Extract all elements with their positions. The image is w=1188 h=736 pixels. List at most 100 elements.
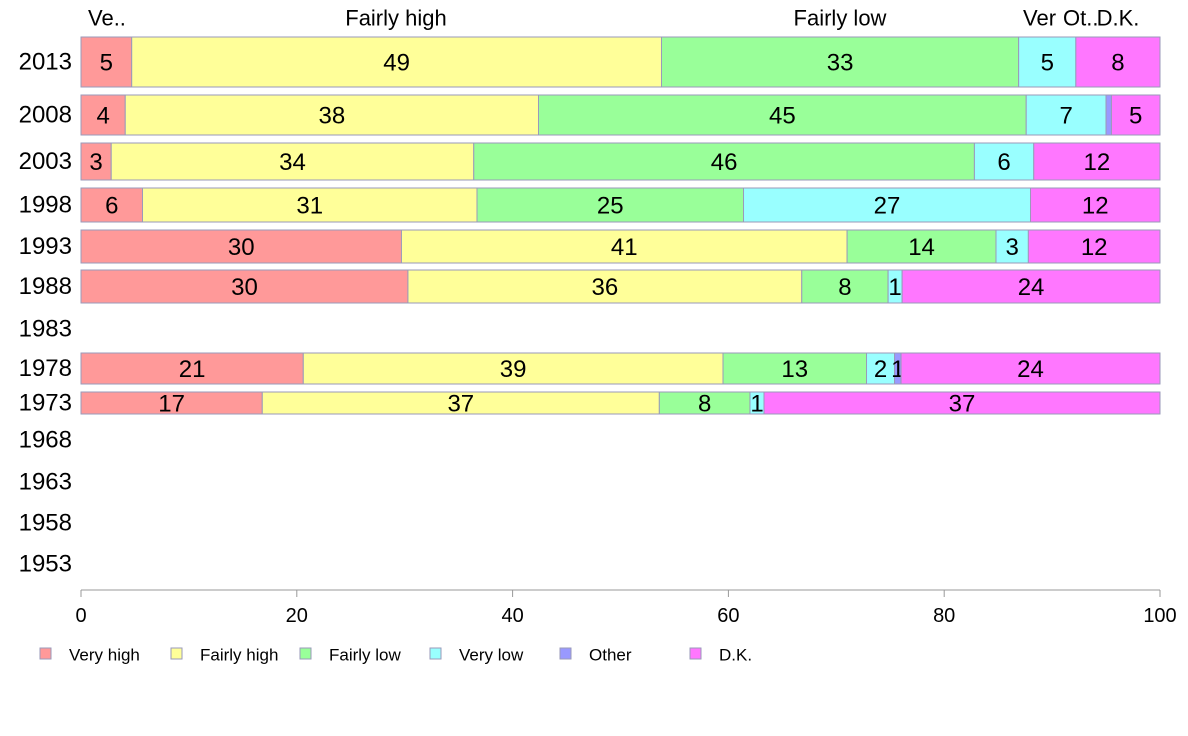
legend-label-other: Other	[589, 646, 632, 665]
data-label-2003-fairly-low: 46	[711, 149, 738, 176]
bar-2003-d-k-	[1033, 142, 1161, 181]
data-label-1988-very-high: 30	[231, 274, 258, 301]
bar-1993-fairly-low	[846, 229, 997, 264]
bar-2003-fairly-high	[110, 142, 475, 181]
bar-2008-very-high	[80, 94, 126, 136]
category-label-1983: 1983	[19, 316, 72, 343]
bar-1988-fairly-high	[407, 269, 803, 304]
header-label-2: Fairly low	[794, 6, 887, 31]
x-tick-label-80: 80	[933, 605, 955, 627]
header-label-5: D.K.	[1097, 6, 1140, 31]
data-label-1998-d-k-: 12	[1082, 193, 1109, 220]
legend-label-very-high: Very high	[69, 646, 140, 665]
data-label-2013-d-k-: 8	[1111, 50, 1124, 77]
bar-2008-fairly-high	[124, 94, 539, 136]
bar-1988-fairly-low	[801, 269, 889, 304]
bar-1993-fairly-high	[400, 229, 848, 264]
category-label-1988: 1988	[19, 273, 72, 300]
legend-label-fairly-high: Fairly high	[200, 646, 278, 665]
data-label-2003-very-low: 6	[997, 149, 1010, 176]
data-label-1998-very-low: 27	[874, 193, 901, 220]
data-label-1993-fairly-high: 41	[611, 234, 638, 261]
category-label-1953: 1953	[19, 551, 72, 578]
bar-1998-d-k-	[1030, 187, 1161, 223]
legend-label-very-low: Very low	[459, 646, 524, 665]
bar-1973-d-k-	[763, 391, 1161, 415]
bar-1978-fairly-high	[302, 352, 724, 385]
data-label-1978-very-high: 21	[179, 356, 206, 383]
category-label-1973: 1973	[19, 390, 72, 417]
bar-1998-fairly-high	[142, 187, 478, 223]
data-label-1978-d-k-: 24	[1017, 356, 1044, 383]
data-label-2003-very-high: 3	[89, 149, 102, 176]
data-label-1993-very-low: 3	[1005, 234, 1018, 261]
category-label-2008: 2008	[19, 102, 72, 129]
data-label-2013-very-low: 5	[1041, 50, 1054, 77]
data-label-2008-fairly-low: 45	[769, 103, 796, 130]
data-label-2003-d-k-: 12	[1084, 149, 1111, 176]
data-label-1973-d-k-: 37	[949, 391, 976, 418]
category-label-1998: 1998	[19, 192, 72, 219]
bar-1993-d-k-	[1027, 229, 1161, 264]
bar-2008-other	[1105, 94, 1112, 136]
bar-2013-fairly-low	[661, 36, 1020, 88]
category-label-1958: 1958	[19, 510, 72, 537]
data-label-1988-very-low: 1	[888, 274, 901, 301]
legend-swatch-very-high	[39, 647, 52, 660]
data-label-1993-fairly-low: 14	[908, 234, 935, 261]
header-label-1: Fairly high	[345, 6, 446, 31]
legend-swatch-very-low	[429, 647, 442, 660]
x-tick-label-60: 60	[717, 605, 739, 627]
category-label-1993: 1993	[19, 233, 72, 260]
legend-swatch-fairly-low	[299, 647, 312, 660]
bar-1978-very-high	[80, 352, 304, 385]
legend-swatch-fairly-high	[170, 647, 183, 660]
data-label-2003-fairly-high: 34	[279, 149, 306, 176]
data-label-1993-d-k-: 12	[1081, 234, 1108, 261]
category-label-2003: 2003	[19, 148, 72, 175]
legend-label-fairly-low: Fairly low	[329, 646, 402, 665]
bar-1993-very-high	[80, 229, 402, 264]
data-label-1998-fairly-high: 31	[296, 193, 323, 220]
bar-1978-d-k-	[900, 352, 1161, 385]
bar-2013-d-k-	[1075, 36, 1161, 88]
legend-swatch-d-k-	[689, 647, 702, 660]
data-label-2008-very-low: 7	[1059, 103, 1072, 130]
header-label-3: Ver	[1023, 6, 1056, 31]
data-label-1978-very-low: 2	[874, 356, 887, 383]
data-label-1973-very-high: 17	[158, 391, 185, 418]
bar-1988-d-k-	[901, 269, 1161, 304]
bar-2003-very-low	[973, 142, 1035, 181]
bar-1998-very-low	[743, 187, 1032, 223]
bar-2008-very-low	[1025, 94, 1107, 136]
data-label-2008-very-high: 4	[96, 103, 109, 130]
x-tick-label-20: 20	[286, 605, 308, 627]
data-label-1973-fairly-low: 8	[698, 391, 711, 418]
bar-2008-d-k-	[1110, 94, 1161, 136]
data-label-1988-d-k-: 24	[1018, 274, 1045, 301]
legend-label-d-k-: D.K.	[719, 646, 752, 665]
bar-2003-fairly-low	[473, 142, 975, 181]
data-label-1993-very-high: 30	[228, 234, 255, 261]
data-label-1973-very-low: 1	[750, 391, 763, 418]
category-label-1968: 1968	[19, 427, 72, 454]
data-label-1973-fairly-high: 37	[447, 391, 474, 418]
x-tick-label-0: 0	[75, 605, 86, 627]
data-label-1998-fairly-low: 25	[597, 193, 624, 220]
data-label-2013-fairly-low: 33	[827, 50, 854, 77]
bar-1998-fairly-low	[476, 187, 745, 223]
category-label-2013: 2013	[19, 49, 72, 76]
bar-2013-fairly-high	[131, 36, 663, 88]
header-label-4: Ot..	[1063, 6, 1098, 31]
data-label-2008-d-k-: 5	[1129, 103, 1142, 130]
category-label-1963: 1963	[19, 469, 72, 496]
bar-1978-very-low	[866, 352, 896, 385]
data-label-1988-fairly-high: 36	[592, 274, 619, 301]
category-label-1978: 1978	[19, 355, 72, 382]
data-label-1978-fairly-low: 13	[781, 356, 808, 383]
data-label-2013-fairly-high: 49	[383, 50, 410, 77]
data-label-1978-fairly-high: 39	[500, 356, 527, 383]
x-tick-label-100: 100	[1143, 605, 1176, 627]
bar-2008-fairly-low	[537, 94, 1027, 136]
